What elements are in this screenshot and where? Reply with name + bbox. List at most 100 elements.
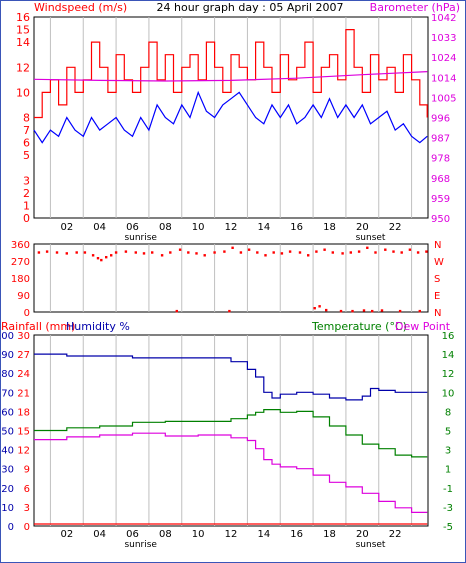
rainfall-label: Rainfall (mm) bbox=[1, 320, 75, 333]
chart-title: 24 hour graph day : 05 April 2007 bbox=[157, 1, 344, 14]
direction-point bbox=[178, 248, 182, 251]
direction-point bbox=[349, 251, 352, 254]
direction-point bbox=[228, 309, 231, 313]
hour-tick-label: 16 bbox=[290, 222, 303, 233]
compass-tick-label: W bbox=[434, 257, 444, 268]
hour-tick-label: 18 bbox=[323, 529, 336, 540]
rainfall-tick-label: 27 bbox=[17, 350, 30, 361]
temperature-tick-label: 12 bbox=[442, 369, 455, 380]
direction-point bbox=[374, 251, 377, 254]
humidity-tick-label: 100 bbox=[0, 331, 14, 342]
humidity-tick-label: 70 bbox=[1, 388, 14, 399]
direction-point bbox=[160, 254, 164, 257]
direction-point bbox=[425, 250, 428, 253]
temperature-tick-label: 1 bbox=[445, 465, 451, 476]
windspeed-tick-label: 15 bbox=[16, 24, 30, 37]
direction-point bbox=[247, 248, 251, 251]
humidity-tick-label: 10 bbox=[1, 503, 14, 514]
barometer-tick-label: 1005 bbox=[431, 93, 456, 104]
direction-point bbox=[351, 309, 354, 313]
sunset-label: sunset bbox=[356, 540, 386, 550]
direction-point bbox=[318, 305, 321, 308]
wind-panel-border bbox=[33, 16, 429, 219]
temperature-tick-label: 3 bbox=[445, 446, 451, 457]
direction-point bbox=[134, 251, 137, 254]
hour-tick-label: 14 bbox=[257, 529, 270, 540]
rainfall-tick-label: 12 bbox=[17, 446, 30, 457]
direction-point bbox=[75, 251, 78, 254]
barometer-tick-label: 968 bbox=[431, 174, 450, 185]
hour-tick-label: 08 bbox=[159, 222, 172, 233]
series-barometer bbox=[33, 71, 428, 82]
direction-point bbox=[37, 251, 41, 254]
barometer-tick-label: 1042 bbox=[431, 13, 456, 24]
humidity-tick-label: 90 bbox=[1, 350, 14, 361]
hour-tick-label: 14 bbox=[257, 222, 270, 233]
windspeed-tick-label: 2 bbox=[23, 187, 30, 200]
direction-point bbox=[264, 254, 267, 257]
direction-point bbox=[323, 248, 326, 251]
direction-point bbox=[362, 309, 366, 312]
direction-point bbox=[65, 252, 68, 255]
rainfall-tick-label: 6 bbox=[24, 484, 30, 495]
direction-point bbox=[331, 251, 334, 254]
windspeed-tick-label: 5 bbox=[23, 149, 30, 162]
temperature-tick-label: -1 bbox=[443, 484, 453, 495]
windspeed-tick-label: 12 bbox=[16, 61, 30, 74]
humidity-tick-label: 60 bbox=[1, 407, 14, 418]
hour-tick-label: 06 bbox=[126, 222, 139, 233]
series-humidity bbox=[34, 353, 428, 401]
windspeed-tick-label: 10 bbox=[16, 86, 30, 99]
rainfall-tick-label: 24 bbox=[17, 369, 30, 380]
temperature-tick-label: 16 bbox=[442, 331, 455, 342]
direction-point bbox=[187, 251, 190, 254]
direction-point bbox=[315, 250, 318, 253]
hour-tick-label: 02 bbox=[60, 529, 73, 540]
hour-tick-label: 10 bbox=[192, 529, 205, 540]
dewpoint-label: Dew Point bbox=[395, 320, 451, 333]
barometer-tick-label: 978 bbox=[431, 154, 450, 165]
direction-point bbox=[400, 251, 403, 254]
humidity-tick-label: 50 bbox=[1, 427, 14, 438]
direction-point bbox=[298, 251, 302, 254]
series-windspeed-mean bbox=[33, 90, 428, 144]
direction-point bbox=[366, 246, 369, 249]
rainfall-tick-label: 18 bbox=[17, 407, 30, 418]
direction-point bbox=[213, 251, 216, 254]
hour-tick-label: 06 bbox=[126, 529, 139, 540]
humidity-tick-label: 40 bbox=[1, 446, 14, 457]
direction-point bbox=[105, 256, 108, 259]
temperature-tick-label: 5 bbox=[445, 427, 451, 438]
barometer-tick-label: 996 bbox=[431, 114, 450, 125]
humidity-tick-label: 20 bbox=[1, 484, 14, 495]
humidity-tick-label: 30 bbox=[1, 465, 14, 476]
hour-tick-label: 04 bbox=[93, 529, 106, 540]
direction-tick-label: 0 bbox=[24, 308, 30, 319]
direction-point bbox=[408, 248, 412, 251]
hour-tick-label: 20 bbox=[356, 222, 369, 233]
hour-tick-label: 04 bbox=[93, 222, 106, 233]
direction-point bbox=[384, 248, 387, 251]
windspeed-tick-label: 0 bbox=[23, 212, 30, 225]
rainfall-tick-label: 0 bbox=[24, 522, 30, 533]
barometer-tick-label: 1033 bbox=[431, 33, 456, 44]
wind-barometer-panel: 0123567810121415169509599689789879961005… bbox=[16, 11, 456, 243]
temperature-tick-label: 8 bbox=[445, 407, 451, 418]
compass-tick-label: N bbox=[434, 308, 441, 319]
windspeed-label: Windspeed (m/s) bbox=[34, 1, 127, 14]
humidity-tick-label: 0 bbox=[8, 522, 14, 533]
direction-tick-label: 270 bbox=[11, 257, 30, 268]
direction-point bbox=[380, 309, 384, 312]
direction-point bbox=[339, 309, 343, 313]
windspeed-tick-label: 7 bbox=[23, 124, 30, 137]
barometer-tick-label: 950 bbox=[431, 214, 450, 225]
direction-point bbox=[55, 251, 59, 254]
direction-point bbox=[203, 254, 206, 257]
direction-point bbox=[142, 252, 146, 255]
direction-point bbox=[114, 251, 118, 254]
direction-panel-border bbox=[33, 243, 429, 313]
rainfall-tick-label: 30 bbox=[17, 331, 30, 342]
rainfall-tick-label: 15 bbox=[17, 427, 30, 438]
hour-tick-label: 16 bbox=[290, 529, 303, 540]
